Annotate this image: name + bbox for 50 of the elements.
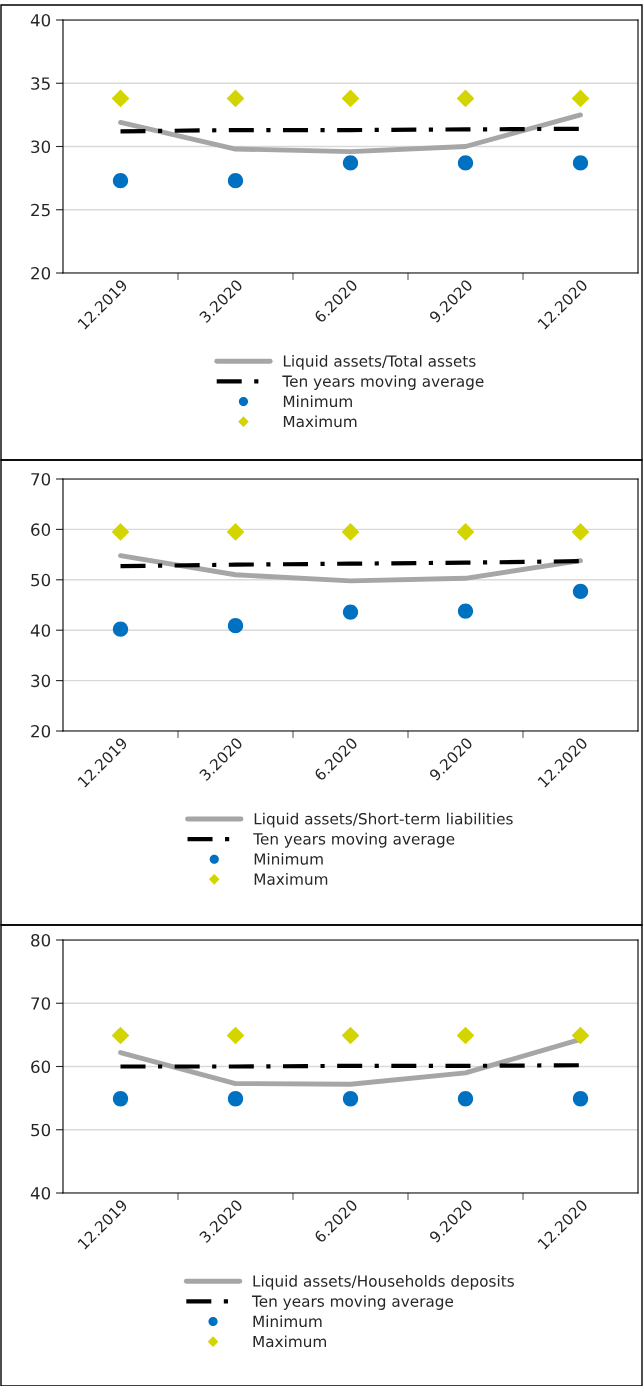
y-tick-label: 20 bbox=[31, 724, 51, 738]
legend-label: Maximum bbox=[254, 873, 328, 885]
point bbox=[111, 523, 130, 541]
point bbox=[571, 89, 590, 108]
legend-label: Maximum bbox=[283, 415, 357, 428]
point bbox=[112, 621, 129, 637]
y-tick-label: 30 bbox=[31, 140, 51, 154]
y-tick-label: 25 bbox=[31, 203, 50, 217]
y-tick-label: 50 bbox=[31, 573, 51, 587]
y-tick-label: 35 bbox=[31, 77, 50, 90]
point bbox=[341, 523, 360, 541]
point bbox=[572, 155, 589, 171]
legend-label: Minimum bbox=[254, 852, 323, 865]
point bbox=[457, 155, 474, 171]
point bbox=[571, 523, 590, 541]
point bbox=[456, 89, 475, 108]
y-tick-label: 70 bbox=[31, 472, 51, 486]
point bbox=[227, 618, 244, 634]
legend-label: Minimum bbox=[283, 395, 352, 408]
y-tick-label: 50 bbox=[31, 1123, 51, 1137]
legend-label: Ten years moving average bbox=[282, 375, 484, 390]
y-tick-label: 40 bbox=[30, 1186, 51, 1200]
legend-label: Liquid assets/Households deposits bbox=[253, 1275, 514, 1290]
point bbox=[112, 173, 129, 189]
legend-label: Liquid assets/Total assets bbox=[283, 355, 476, 370]
y-tick-label: 20 bbox=[31, 266, 51, 280]
point bbox=[342, 155, 359, 171]
y-tick-label: 70 bbox=[31, 997, 51, 1010]
y-tick-label: 60 bbox=[31, 523, 51, 536]
point bbox=[341, 89, 360, 108]
line-series bbox=[118, 553, 583, 584]
legend-label: Liquid assets/Short-term liabilities bbox=[254, 812, 513, 828]
y-tick-label: 80 bbox=[31, 933, 51, 947]
legend-label: Maximum bbox=[253, 1335, 326, 1348]
legend-label: Ten years moving average bbox=[253, 832, 455, 848]
point bbox=[342, 604, 359, 620]
y-tick-label: 40 bbox=[30, 13, 51, 27]
point bbox=[572, 583, 589, 600]
point bbox=[111, 89, 130, 108]
point bbox=[226, 89, 245, 108]
legend-label: Ten years moving average bbox=[251, 1295, 454, 1310]
line-series bbox=[118, 112, 583, 154]
y-tick-label: 60 bbox=[31, 1060, 51, 1074]
point bbox=[226, 523, 245, 541]
y-tick-label: 40 bbox=[30, 624, 51, 637]
legend-label: Minimum bbox=[253, 1315, 322, 1328]
point bbox=[457, 603, 474, 619]
y-tick-label: 30 bbox=[31, 674, 51, 688]
point bbox=[227, 173, 244, 189]
point bbox=[456, 523, 475, 541]
